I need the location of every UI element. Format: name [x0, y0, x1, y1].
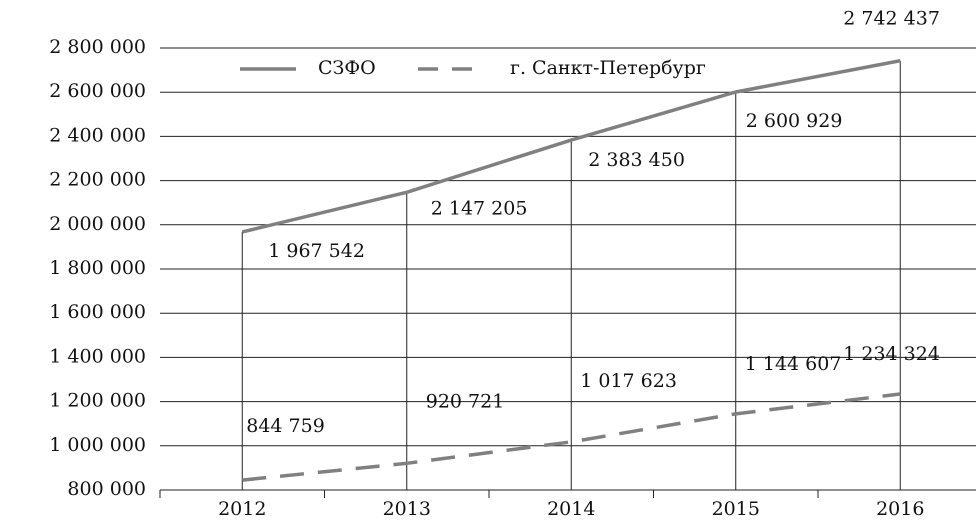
- data-label: 2 383 450: [588, 149, 685, 171]
- data-label: 2 600 929: [746, 110, 843, 132]
- y-tick-label: 1 400 000: [49, 345, 146, 367]
- y-tick-label: 800 000: [67, 478, 146, 500]
- x-tick-label: 2015: [712, 498, 760, 520]
- x-tick-label: 2012: [218, 498, 266, 520]
- series-line: [241, 59, 901, 234]
- y-tick-label: 2 400 000: [49, 124, 146, 146]
- x-tick-label: 2014: [547, 498, 595, 520]
- legend-label: г. Санкт-Петербург: [510, 57, 706, 79]
- legend-label: СЗФО: [318, 57, 376, 79]
- data-label: 2 742 437: [843, 8, 940, 30]
- y-tick-label: 1 200 000: [49, 390, 146, 412]
- series-line: [242, 392, 901, 482]
- data-label: 2 147 205: [431, 197, 528, 219]
- data-label: 1 967 542: [268, 240, 365, 262]
- y-tick-label: 1 800 000: [49, 257, 146, 279]
- x-tick-label: 2016: [876, 498, 924, 520]
- y-tick-label: 1 600 000: [49, 301, 146, 323]
- y-tick-label: 2 200 000: [49, 169, 146, 191]
- data-label: 1 144 607: [745, 353, 842, 375]
- data-label: 844 759: [246, 415, 325, 437]
- y-tick-label: 1 000 000: [49, 434, 146, 456]
- data-label: 1 017 623: [580, 370, 677, 392]
- data-label: 1 234 324: [843, 343, 940, 365]
- data-label: 920 721: [426, 390, 505, 412]
- y-tick-label: 2 800 000: [49, 36, 146, 58]
- y-tick-label: 2 000 000: [49, 213, 146, 235]
- y-tick-label: 2 600 000: [49, 80, 146, 102]
- x-tick-label: 2013: [383, 498, 431, 520]
